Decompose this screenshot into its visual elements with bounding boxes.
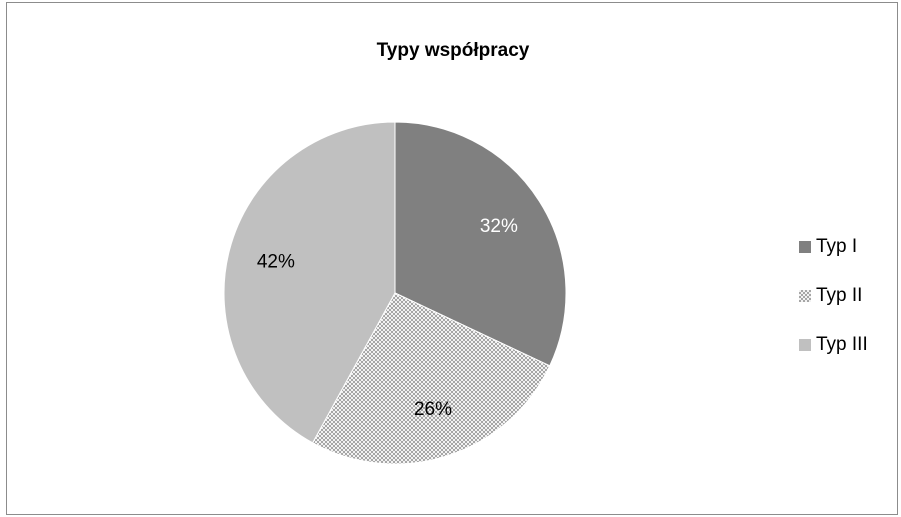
legend-label-typ-ii: Typ II bbox=[816, 284, 863, 306]
legend-item-typ-ii: Typ II bbox=[799, 282, 868, 309]
legend-swatch-typ-i bbox=[799, 240, 811, 253]
legend-item-typ-iii: Typ III bbox=[799, 331, 868, 358]
pie-chart: 32% 26% 42% bbox=[223, 121, 567, 465]
data-label-typ-ii: 26% bbox=[414, 399, 452, 420]
pie-slice-typ-iii bbox=[223, 121, 396, 444]
chart-title: Typy współpracy bbox=[376, 40, 530, 61]
pie-slice-typ-i bbox=[394, 121, 567, 367]
legend-label-typ-iii: Typ III bbox=[816, 333, 868, 355]
chart-frame: Typy współpracy 32% 26% 42% Typ I Typ II T… bbox=[6, 2, 898, 515]
legend-label-typ-i: Typ I bbox=[816, 235, 858, 257]
data-label-typ-i: 32% bbox=[480, 216, 518, 237]
legend-item-typ-i: Typ I bbox=[799, 233, 868, 260]
legend: Typ I Typ II Typ III bbox=[799, 233, 868, 380]
legend-swatch-typ-iii bbox=[799, 338, 811, 351]
data-label-typ-iii: 42% bbox=[257, 251, 295, 272]
legend-swatch-typ-ii bbox=[799, 289, 811, 302]
